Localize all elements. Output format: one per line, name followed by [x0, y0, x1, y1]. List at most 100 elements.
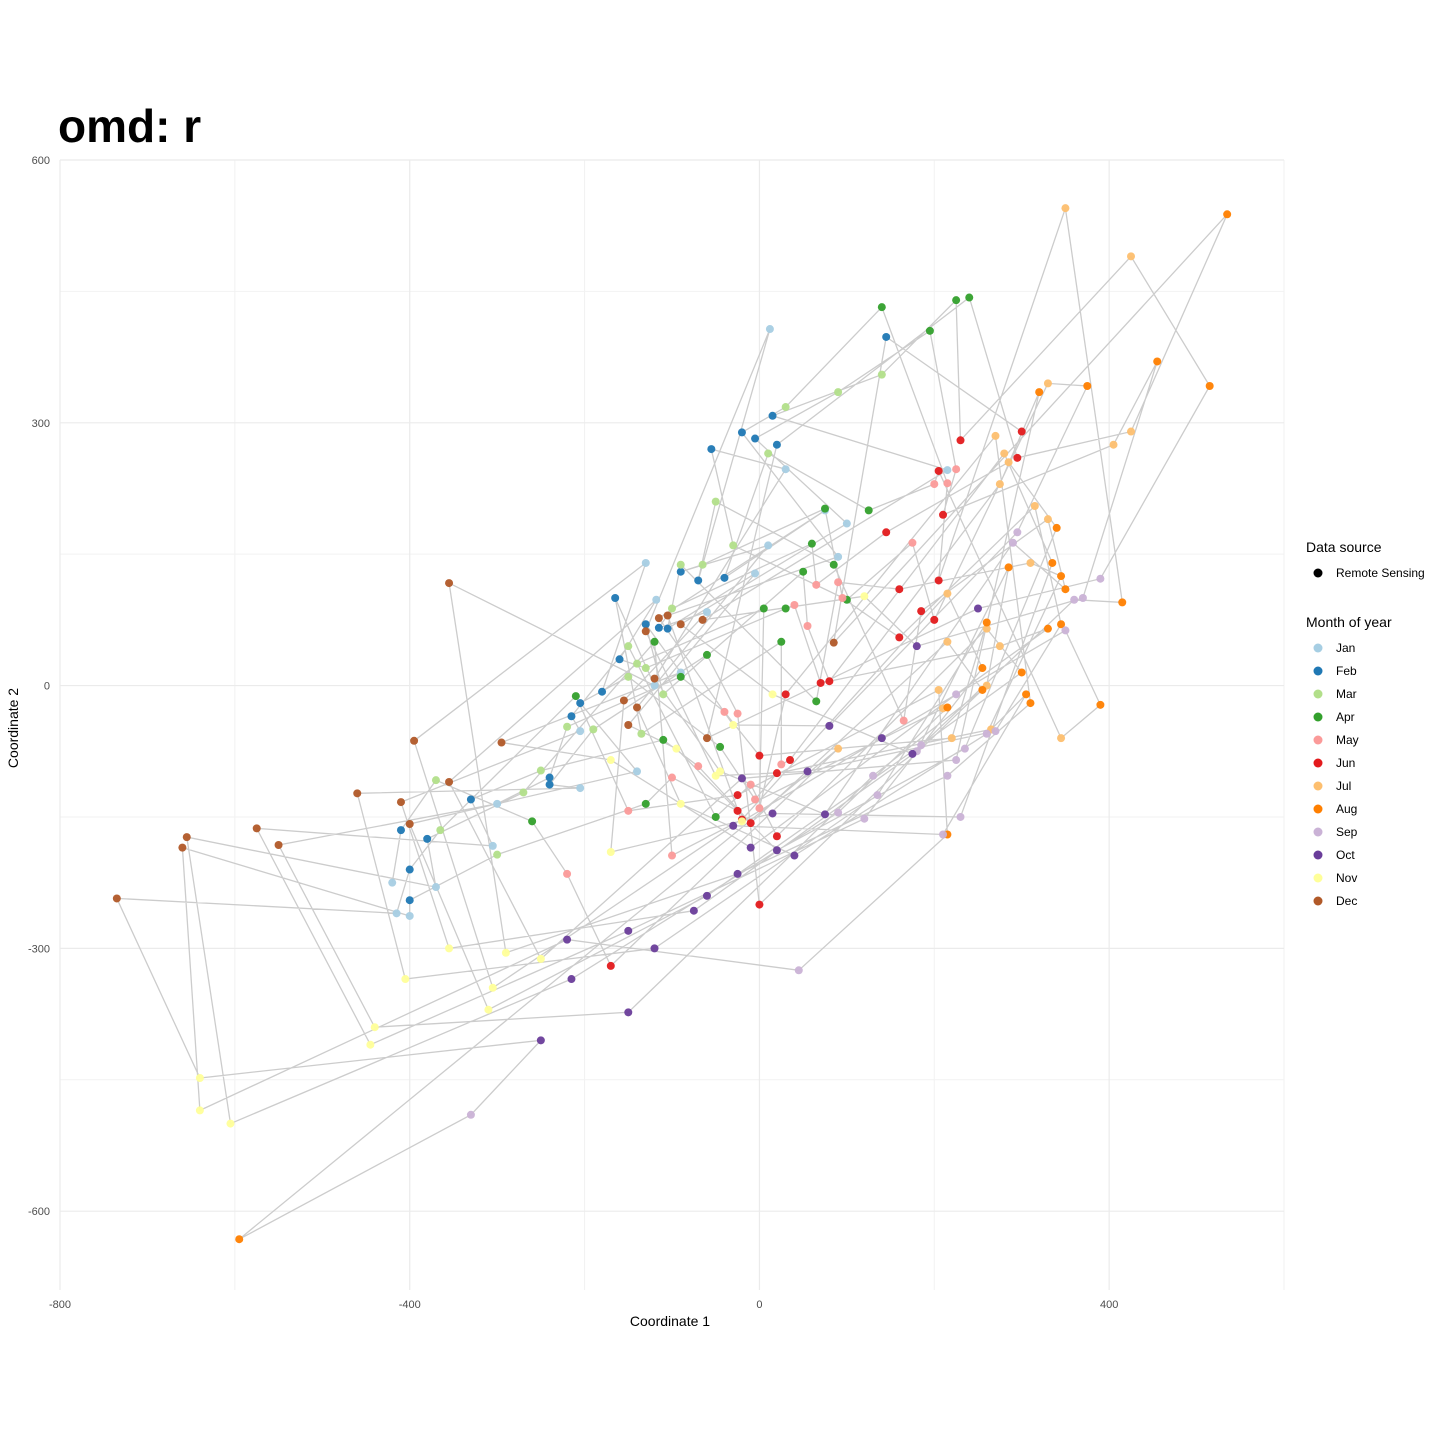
legend-month-title: Month of year — [1306, 614, 1392, 630]
legend-month-swatch — [1313, 781, 1323, 791]
data-point — [825, 677, 834, 686]
data-point — [405, 865, 414, 874]
data-point — [637, 729, 646, 738]
data-point — [235, 1235, 244, 1244]
data-point — [737, 428, 746, 437]
data-point — [755, 804, 764, 813]
data-point — [536, 954, 545, 963]
data-point — [633, 703, 642, 712]
data-point — [641, 799, 650, 808]
legend-month-label: Jan — [1336, 641, 1355, 655]
data-point — [370, 1023, 379, 1032]
data-point — [930, 480, 939, 489]
y-tick-label: 0 — [44, 681, 50, 693]
data-point — [663, 624, 672, 633]
data-point — [1013, 528, 1022, 537]
legend-month-swatch — [1313, 712, 1323, 722]
data-point — [733, 791, 742, 800]
data-point — [956, 812, 965, 821]
data-point — [1043, 379, 1052, 388]
data-point — [934, 466, 943, 475]
data-point — [576, 727, 585, 736]
data-point — [834, 578, 843, 587]
data-point — [545, 773, 554, 782]
data-point — [733, 869, 742, 878]
data-point — [676, 620, 685, 629]
data-point — [445, 944, 454, 953]
data-point — [606, 848, 615, 857]
data-point — [1096, 574, 1105, 583]
data-point — [624, 672, 633, 681]
data-point — [952, 465, 961, 474]
data-point — [978, 664, 987, 673]
data-point — [1096, 700, 1105, 709]
data-point — [274, 841, 283, 850]
data-point — [755, 751, 764, 760]
series-jun — [606, 427, 1026, 970]
data-point — [768, 411, 777, 420]
data-point — [182, 833, 191, 842]
series-sep — [466, 528, 1105, 1119]
data-point — [615, 655, 624, 664]
data-point — [882, 332, 891, 341]
data-point — [624, 926, 633, 935]
data-point — [895, 585, 904, 594]
data-point — [790, 600, 799, 609]
y-tick-label: 300 — [32, 418, 50, 430]
data-point — [751, 795, 760, 804]
data-point — [353, 789, 362, 798]
data-point — [1061, 626, 1070, 635]
legend-month-label: Sep — [1336, 825, 1358, 839]
data-point — [821, 504, 829, 513]
data-point — [934, 576, 943, 585]
data-point — [1070, 595, 1079, 604]
data-point — [624, 1008, 633, 1017]
data-point — [930, 615, 939, 624]
legend-month-swatch — [1313, 873, 1323, 883]
data-point — [466, 1110, 475, 1119]
legend-month-swatch — [1313, 896, 1323, 906]
data-point — [1000, 449, 1009, 458]
series-jan — [388, 325, 952, 920]
data-point — [781, 465, 790, 474]
data-point — [882, 528, 891, 537]
series-feb — [396, 332, 891, 905]
data-point — [576, 699, 585, 708]
data-point — [1004, 563, 1013, 572]
data-point — [519, 788, 528, 797]
data-point — [431, 883, 440, 892]
data-point — [641, 627, 650, 636]
data-point — [567, 712, 576, 721]
data-point — [1004, 458, 1013, 467]
data-point — [943, 703, 952, 712]
data-point — [716, 742, 725, 751]
y-tick-label: -300 — [28, 943, 50, 955]
data-point — [838, 593, 847, 602]
data-point — [860, 592, 869, 601]
data-point — [751, 569, 760, 578]
legend-month-swatch — [1313, 850, 1323, 860]
chart-title: omd: r — [58, 100, 201, 152]
data-point — [576, 784, 585, 793]
data-point — [431, 776, 440, 785]
data-point — [982, 624, 991, 633]
data-point — [812, 580, 821, 589]
data-point — [641, 620, 650, 629]
data-point — [488, 983, 497, 992]
data-point — [952, 756, 961, 765]
data-point — [676, 560, 685, 569]
data-point — [746, 843, 755, 852]
data-point — [895, 633, 904, 642]
x-tick-label: -400 — [399, 1299, 421, 1311]
data-point — [799, 567, 808, 576]
data-point — [493, 850, 502, 859]
data-point — [702, 650, 711, 659]
data-point — [764, 449, 773, 458]
series-nov — [195, 592, 869, 1128]
data-point — [392, 909, 401, 918]
data-point — [1057, 734, 1066, 743]
data-point — [563, 722, 572, 731]
data-point — [702, 608, 711, 616]
data-point — [606, 756, 615, 765]
series-dec — [112, 579, 838, 903]
